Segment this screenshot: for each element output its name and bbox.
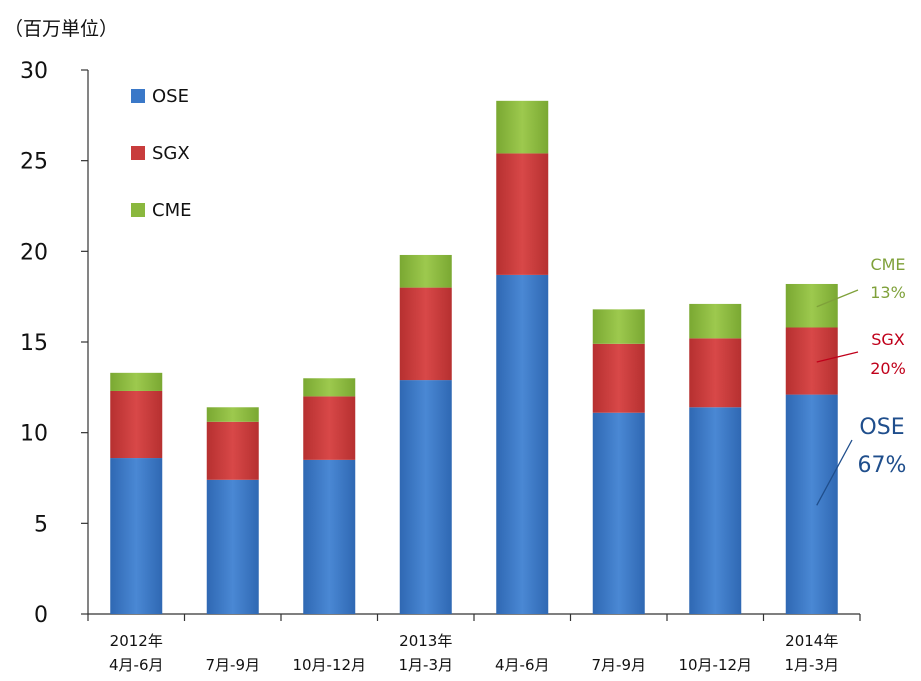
bar-ose bbox=[496, 274, 549, 614]
legend-swatch-ose bbox=[131, 89, 145, 103]
y-tick-label: 0 bbox=[34, 603, 48, 628]
x-tick-label-year: 2012年 bbox=[110, 632, 163, 650]
y-tick-label: 30 bbox=[20, 59, 48, 84]
annotation-pct-ose: 67% bbox=[858, 453, 907, 478]
bar-ose bbox=[399, 380, 452, 614]
legend-label-ose: OSE bbox=[152, 86, 189, 107]
bar-sgx bbox=[399, 287, 452, 381]
annotation-pct-cme: 13% bbox=[870, 283, 906, 302]
x-tick-label-year: 2014年 bbox=[785, 632, 838, 650]
bar-sgx bbox=[592, 343, 645, 413]
x-tick-label: 10月-12月 bbox=[292, 656, 366, 674]
x-tick-label: 4月-6月 bbox=[109, 656, 164, 674]
legend-label-sgx: SGX bbox=[152, 143, 190, 164]
unit-label: （百万単位） bbox=[4, 18, 119, 40]
y-tick-label: 5 bbox=[34, 512, 48, 537]
bar-ose bbox=[592, 412, 645, 614]
y-tick-label: 15 bbox=[20, 331, 48, 356]
bar-cme bbox=[399, 254, 452, 288]
annotation-label-cme: CME bbox=[870, 255, 905, 274]
bar-sgx bbox=[206, 421, 259, 480]
bar-ose bbox=[785, 394, 838, 614]
bar-sgx bbox=[303, 396, 356, 460]
bar-cme bbox=[785, 283, 838, 328]
bar-cme bbox=[110, 372, 163, 391]
x-tick-label: 10月-12月 bbox=[678, 656, 752, 674]
x-tick-label-year: 2013年 bbox=[399, 632, 452, 650]
bar-sgx bbox=[110, 390, 163, 459]
bar-cme bbox=[592, 309, 645, 344]
bar-cme bbox=[689, 303, 742, 339]
annotation-pct-sgx: 20% bbox=[870, 359, 906, 378]
annotation-label-ose: OSE bbox=[859, 415, 904, 440]
legend-swatch-sgx bbox=[131, 146, 145, 160]
y-tick-label: 20 bbox=[20, 240, 48, 265]
bar-sgx bbox=[496, 153, 549, 275]
x-tick-label: 4月-6月 bbox=[495, 656, 550, 674]
y-tick-label: 25 bbox=[20, 150, 48, 175]
x-tick-label: 1月-3月 bbox=[399, 656, 454, 674]
legend-swatch-cme bbox=[131, 203, 145, 217]
bar-sgx bbox=[689, 338, 742, 408]
bar-ose bbox=[206, 479, 259, 614]
y-tick-label: 10 bbox=[20, 422, 48, 447]
bar-cme bbox=[206, 407, 259, 422]
annotation-leader-sgx bbox=[816, 351, 859, 363]
bar-cme bbox=[303, 378, 356, 397]
bar-ose bbox=[303, 459, 356, 614]
x-tick-label: 7月-9月 bbox=[592, 656, 647, 674]
annotation-leader-cme bbox=[816, 289, 859, 308]
bar-ose bbox=[689, 407, 742, 614]
bar-cme bbox=[496, 100, 549, 154]
x-tick-label: 7月-9月 bbox=[206, 656, 261, 674]
x-tick-label: 1月-3月 bbox=[785, 656, 840, 674]
bar-ose bbox=[110, 458, 163, 614]
legend-label-cme: CME bbox=[152, 200, 191, 221]
bar-sgx bbox=[785, 327, 838, 395]
annotation-leader-ose bbox=[816, 439, 853, 506]
annotation-label-sgx: SGX bbox=[871, 330, 905, 349]
